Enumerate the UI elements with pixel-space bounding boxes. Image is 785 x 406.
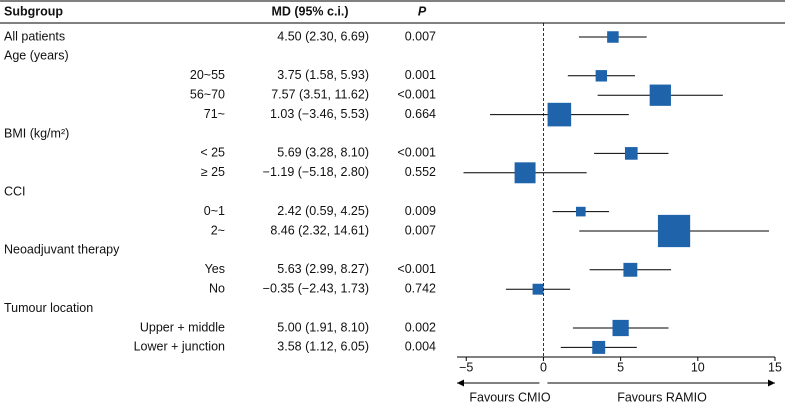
estimate-box [607,31,619,43]
md-text: 3.75 (1.58, 5.93) [277,68,369,82]
p-value: <0.001 [397,262,436,276]
row-label: No [209,281,225,295]
x-tick-label: 15 [768,360,782,374]
p-value: 0.009 [405,204,436,218]
header-p: P [418,4,427,18]
row-label: Neoadjuvant therapy [4,243,120,257]
md-text: 4.50 (2.30, 6.69) [277,29,369,43]
estimate-box [595,70,608,82]
x-tick-label: 5 [617,360,624,374]
row-label: 56~70 [190,87,225,101]
md-text: 1.03 (−3.46, 5.53) [270,107,369,121]
row-label: CCI [4,184,26,198]
row-label: Tumour location [4,301,93,315]
x-tick-label: −5 [459,360,473,374]
row-label: 2~ [211,223,225,237]
row-label: All patients [4,29,65,43]
row-label: < 25 [200,146,225,160]
md-text: 3.58 (1.12, 6.05) [277,340,369,354]
p-value: 0.552 [405,165,436,179]
estimate-box [532,283,544,295]
row-label: ≥ 25 [201,165,225,179]
p-value: 0.664 [405,107,436,121]
row-label: 0~1 [204,204,225,218]
estimate-box [657,214,691,248]
md-text: 5.69 (3.28, 8.10) [277,146,369,160]
md-text: 7.57 (3.51, 11.62) [271,87,369,101]
x-tick-label: 10 [691,360,705,374]
arrow-right-head [768,379,775,387]
estimate-box [576,206,586,217]
p-value: 0.002 [405,320,436,334]
estimate-box [649,84,671,106]
header-subgroup: Subgroup [4,4,63,18]
header-md: MD (95% c.i.) [271,4,348,18]
md-text: −1.19 (−5.18, 2.80) [263,165,369,179]
row-label: Yes [205,262,225,276]
estimate-box [514,162,536,184]
favours-right: Favours RAMIO [617,390,707,404]
md-text: 5.00 (1.91, 8.10) [277,320,369,334]
md-text: 8.46 (2.32, 14.61) [270,223,369,237]
row-label: BMI (kg/m²) [4,126,69,140]
p-value: 0.001 [405,68,436,82]
row-label: Lower + junction [134,340,225,354]
estimate-box [592,340,606,354]
favours-left: Favours CMIO [469,390,551,404]
row-label: 71~ [204,107,225,121]
md-text: −0.35 (−2.43, 1.73) [263,281,369,295]
p-value: <0.001 [397,87,436,101]
p-value: 0.004 [405,340,436,354]
row-label: Age (years) [4,49,69,63]
estimate-box [612,319,629,337]
p-value: 0.742 [405,281,436,295]
x-tick-label: 0 [540,360,547,374]
estimate-box [623,262,638,277]
estimate-box [624,147,638,160]
p-value: <0.001 [397,146,436,160]
arrow-left-head [457,379,464,387]
estimate-box [547,102,572,127]
row-label: 20~55 [190,68,225,82]
md-text: 5.63 (2.99, 8.27) [277,262,369,276]
p-value: 0.007 [405,29,436,43]
row-label: Upper + middle [140,320,225,334]
md-text: 2.42 (0.59, 4.25) [277,204,369,218]
p-value: 0.007 [405,223,436,237]
